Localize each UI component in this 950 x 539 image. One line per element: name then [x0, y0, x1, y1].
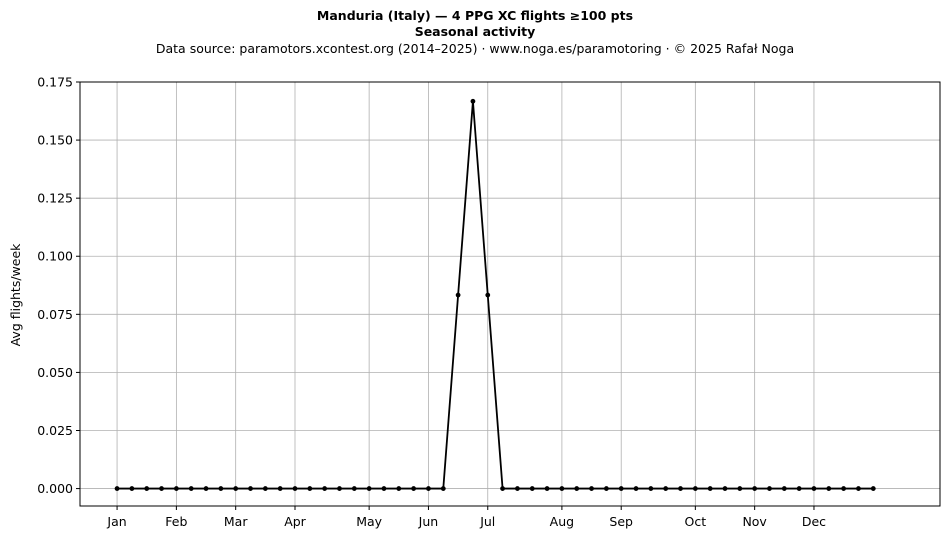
y-tick-label: 0.050 [37, 365, 73, 380]
plot-frame [79, 81, 941, 507]
y-tick-label: 0.025 [37, 423, 73, 438]
data-point [559, 486, 565, 491]
x-tick-label: May [356, 514, 382, 529]
data-point [678, 486, 683, 491]
x-tick-label: Nov [742, 514, 767, 529]
data-point [692, 486, 698, 491]
data-point [307, 486, 313, 491]
data-point [618, 486, 624, 491]
data-point [648, 486, 654, 491]
data-point [188, 486, 194, 491]
grid-layer [80, 81, 940, 506]
data-point [366, 486, 372, 491]
data-point [811, 486, 817, 491]
y-tick-label: 0.100 [37, 249, 73, 264]
data-point [426, 486, 431, 491]
data-point [292, 486, 298, 491]
data-point [337, 486, 342, 491]
x-tick-label: Jul [479, 514, 495, 529]
data-point [248, 486, 253, 491]
data-point [129, 486, 135, 491]
data-point [515, 486, 520, 491]
data-point [574, 486, 580, 491]
data-point [633, 486, 639, 491]
data-point [826, 486, 832, 491]
data-point [173, 486, 179, 491]
data-point [485, 292, 491, 298]
x-tick-label: Mar [224, 514, 248, 529]
data-point [767, 486, 772, 491]
x-tick-label: Jun [418, 514, 439, 529]
data-point [351, 486, 357, 491]
data-point [440, 486, 446, 491]
y-tick-label: 0.000 [37, 481, 73, 496]
data-point [707, 486, 713, 491]
data-point [856, 486, 861, 491]
chart-title: Manduria (Italy) — 4 PPG XC flights ≥100… [316, 8, 634, 23]
y-tick-label: 0.150 [37, 133, 73, 148]
tick-layer: 0.000 0.025 0.050 0.075 0.100 0.125 0.150 0.175… [37, 75, 826, 530]
x-tick-label: Feb [165, 514, 187, 529]
data-point [277, 486, 283, 491]
y-axis-label: Avg flights/week [8, 243, 23, 347]
series-layer [114, 98, 876, 491]
data-point [470, 98, 476, 104]
data-point [603, 486, 609, 491]
data-point [322, 486, 328, 491]
chart-title-2: Seasonal activity [414, 24, 536, 39]
x-tick-label: Oct [685, 514, 707, 529]
y-tick-label: 0.075 [37, 307, 73, 322]
data-point [203, 486, 209, 491]
x-tick-label: Apr [284, 514, 306, 529]
x-tick-label: Jan [106, 514, 126, 529]
data-point [396, 486, 402, 491]
y-tick-label: 0.175 [37, 75, 73, 90]
y-tick-label: 0.125 [37, 191, 73, 206]
data-point [500, 486, 505, 491]
data-point [381, 486, 387, 491]
data-point [144, 486, 150, 491]
data-point [529, 486, 535, 491]
data-point [589, 486, 594, 491]
chart-subtitle: Data source: paramotors.xcontest.org (20… [155, 41, 795, 56]
data-point [218, 486, 224, 491]
data-point [870, 486, 876, 491]
data-point [262, 486, 268, 491]
data-point [781, 486, 787, 491]
data-point [841, 486, 847, 491]
data-point [159, 486, 164, 491]
x-tick-label: Dec [802, 514, 826, 529]
x-tick-label: Sep [609, 514, 633, 529]
data-point [114, 486, 120, 491]
data-point [752, 486, 758, 491]
series-line [117, 100, 874, 490]
data-point [796, 486, 802, 491]
data-point [455, 292, 461, 298]
x-tick-label: Aug [550, 514, 574, 529]
data-point [722, 486, 728, 491]
data-point [544, 486, 550, 491]
title-block: Manduria (Italy) — 4 PPG XC flights ≥100… [0, 8, 950, 58]
data-point [737, 486, 743, 491]
data-point [663, 486, 669, 491]
data-point [233, 486, 239, 491]
data-point [411, 486, 417, 491]
